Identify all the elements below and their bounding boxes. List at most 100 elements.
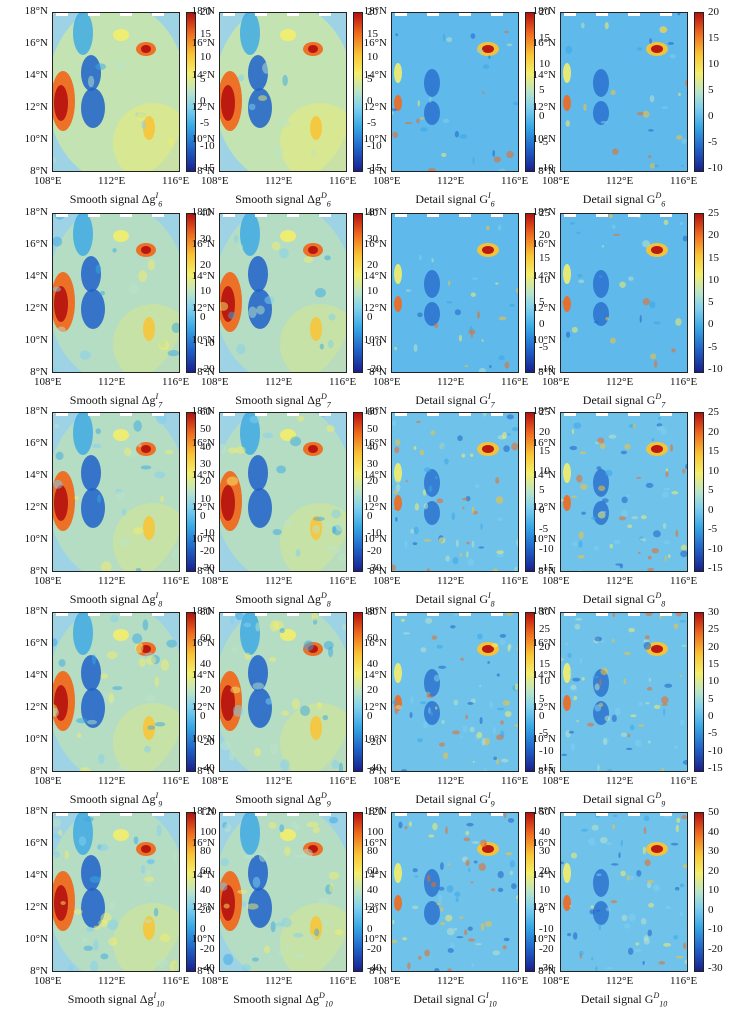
colorbar-tick-label: 0 — [708, 503, 714, 516]
frame-segment — [152, 214, 164, 217]
frame-segment — [120, 13, 132, 16]
frame-segment — [564, 413, 576, 416]
lon-label: 116°E — [501, 376, 529, 388]
lon-label: 108°E — [542, 775, 570, 787]
lat-label: 12°N — [363, 101, 387, 113]
colorbar-tick-label: 20 — [367, 684, 378, 696]
lon-label: 108°E — [373, 775, 401, 787]
lon-label: 116°E — [162, 376, 190, 388]
gravity-map — [52, 612, 180, 772]
frame-segment — [88, 413, 100, 416]
colorbar-tick-label: 10 — [539, 273, 550, 286]
colorbar-tick-label: 40 — [200, 884, 211, 896]
lon-label: 116°E — [670, 775, 698, 787]
lat-label: 16°N — [191, 437, 215, 449]
lon-label: 112°E — [265, 975, 293, 987]
lon-label: 116°E — [501, 175, 529, 187]
caption-superscript: D — [655, 791, 662, 800]
colorbar-tick-label: -20 — [200, 363, 215, 375]
lat-label: 16°N — [191, 637, 215, 649]
lat-label: 8°N — [538, 765, 556, 777]
caption-text: Detail signal G — [415, 393, 488, 407]
lat-label: 14°N — [532, 69, 556, 81]
lat-label: 14°N — [363, 869, 387, 881]
gravity-map — [560, 612, 688, 772]
colorbar-tick-label: 20 — [539, 864, 550, 877]
colorbar-tick-label: 30 — [200, 233, 211, 245]
frame-segment — [88, 613, 100, 616]
frame-segment — [564, 214, 576, 217]
frame-segment — [120, 214, 132, 217]
colorbar-tick-label: -30 — [200, 562, 215, 574]
colorbar-tick-label: 0 — [367, 923, 373, 935]
lat-label: 18°N — [191, 5, 215, 17]
frame-segment — [88, 214, 100, 217]
lat-label: 16°N — [191, 37, 215, 49]
frame-segment — [120, 613, 132, 616]
lat-label: 14°N — [532, 669, 556, 681]
lat-label: 16°N — [532, 37, 556, 49]
lat-label: 8°N — [369, 965, 387, 977]
lon-label: 108°E — [373, 575, 401, 587]
colorbar-tick-label: 0 — [539, 318, 545, 331]
frame-segment — [459, 214, 471, 217]
colorbar — [694, 812, 704, 972]
colorbar-tick-label: -10 — [367, 337, 382, 349]
caption-text: Smooth signal Δg — [69, 592, 156, 606]
gravity-map — [560, 812, 688, 972]
lon-label: 108°E — [201, 175, 229, 187]
colorbar-tick-label: 0 — [367, 710, 373, 722]
caption-text: Detail signal G — [582, 393, 656, 407]
colorbar-tick-label: -10 — [200, 527, 215, 540]
colorbar-tick-label: 20 — [367, 259, 378, 271]
colorbar-tick-label: -5 — [708, 340, 718, 353]
caption-superscript: I — [487, 392, 491, 401]
lat-label: 16°N — [24, 238, 48, 250]
colorbar-tick-label: 25 — [539, 207, 550, 219]
frame-segment — [223, 413, 235, 416]
colorbar-tick-label: -20 — [367, 544, 382, 557]
caption-superscript: D — [655, 591, 662, 600]
caption-superscript: I — [155, 392, 159, 401]
panel-caption: Detail signal GI6 — [381, 189, 529, 210]
colorbar-tick-label: 20 — [539, 6, 550, 18]
colorbar-tick-label: 80 — [200, 845, 211, 857]
frame-segment — [88, 13, 100, 16]
lon-label: 108°E — [373, 175, 401, 187]
frame-segment — [287, 613, 299, 616]
lat-label: 16°N — [191, 238, 215, 250]
lat-label: 8°N — [369, 565, 387, 577]
lat-label: 18°N — [24, 206, 48, 218]
lat-label: 14°N — [191, 669, 215, 681]
colorbar-tick-label: -20 — [200, 942, 215, 955]
colorbar-tick-label: -20 — [200, 544, 215, 557]
colorbar-tick-label: 15 — [367, 28, 378, 41]
colorbar — [694, 612, 704, 772]
panel-caption: Detail signal GI8 — [381, 589, 529, 610]
lat-label: 10°N — [191, 133, 215, 145]
colorbar-tick-label: -5 — [708, 523, 718, 535]
frame-segment — [427, 613, 439, 616]
colorbar-tick-label: 30 — [708, 845, 719, 857]
frame-segment — [56, 214, 68, 217]
colorbar-tick-label: 60 — [200, 864, 211, 877]
lat-label: 14°N — [24, 69, 48, 81]
caption-text: Smooth signal Δg — [235, 192, 321, 206]
colorbar-tick-label: -15 — [200, 162, 215, 174]
caption-superscript: D — [655, 392, 662, 401]
caption-text: Smooth signal Δg — [235, 592, 321, 606]
lat-label: 18°N — [24, 805, 48, 817]
lat-label: 18°N — [191, 605, 215, 617]
colorbar-tick-label: 80 — [367, 845, 378, 857]
lat-label: 18°N — [24, 405, 48, 417]
frame-segment — [628, 813, 640, 816]
frame-segment — [319, 214, 331, 217]
lat-label: 12°N — [191, 101, 215, 113]
lon-label: 108°E — [542, 575, 570, 587]
lat-label: 10°N — [191, 533, 215, 545]
frame-segment — [459, 613, 471, 616]
lat-label: 18°N — [532, 805, 556, 817]
colorbar-tick-label: -5 — [708, 136, 718, 148]
colorbar-tick-label: 0 — [367, 95, 373, 108]
